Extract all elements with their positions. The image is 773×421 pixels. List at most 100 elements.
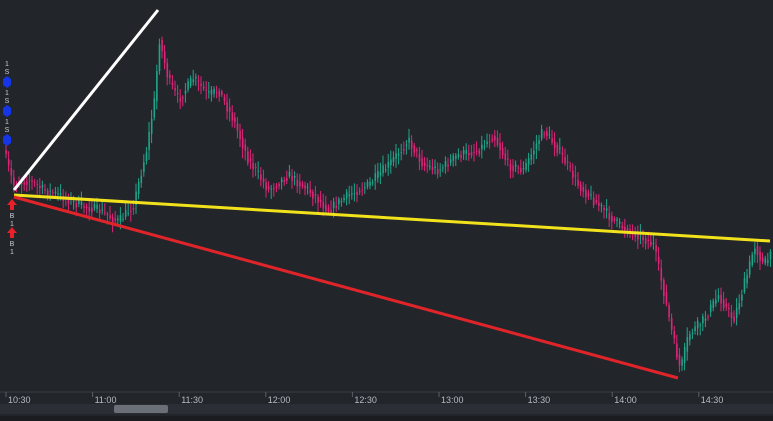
candle-body xyxy=(132,207,135,210)
candle-body xyxy=(119,215,122,222)
candle-body xyxy=(483,146,486,148)
candle-body xyxy=(429,165,431,167)
candle-body xyxy=(117,218,119,221)
candle-body xyxy=(171,82,174,86)
candle-body xyxy=(540,129,543,139)
candle-body xyxy=(452,155,455,161)
candle-body xyxy=(325,204,327,212)
candle-body xyxy=(769,251,772,260)
candle-body xyxy=(306,186,309,188)
yellow-trendline[interactable] xyxy=(13,193,771,243)
candle-body xyxy=(156,71,158,102)
candle-body xyxy=(746,274,748,284)
candle-body xyxy=(530,154,533,160)
candle-body xyxy=(67,198,70,205)
candle-body xyxy=(26,181,28,185)
candle-body xyxy=(52,192,54,194)
time-axis: 10:30 11:00 11:30 12:00 12:30 13:00 13:30 14:00… xyxy=(5,392,723,405)
candle-body xyxy=(496,137,499,145)
candle-body xyxy=(36,184,39,186)
candle-body xyxy=(28,180,31,182)
candle-body xyxy=(254,166,257,168)
candle-body xyxy=(189,78,192,86)
candle-body xyxy=(486,141,488,144)
scrollbar-thumb[interactable] xyxy=(114,405,168,413)
sell-count: 1 xyxy=(5,90,9,97)
candle-body xyxy=(585,189,587,198)
candle-body xyxy=(273,187,275,190)
candle-body xyxy=(525,162,527,170)
candle-body xyxy=(124,209,127,217)
candle-body xyxy=(535,143,538,150)
candle-body xyxy=(218,90,221,97)
scrollbar-track[interactable] xyxy=(0,404,773,414)
candle-body xyxy=(748,261,751,275)
candle-body xyxy=(652,242,655,244)
candle-body xyxy=(751,254,754,265)
candle-body xyxy=(616,219,618,221)
candle-body xyxy=(163,51,166,64)
sell-side: S xyxy=(5,98,10,105)
candle-body xyxy=(561,152,564,155)
candle-body xyxy=(353,193,356,195)
candle-body xyxy=(288,171,291,177)
candle-body xyxy=(543,133,546,135)
candle-body xyxy=(278,184,280,187)
candle-body xyxy=(358,190,361,193)
candle-body xyxy=(767,260,769,263)
candle-body xyxy=(546,131,548,137)
candle-body xyxy=(598,202,600,206)
candle-body xyxy=(101,209,104,211)
candle-body xyxy=(704,318,707,321)
candle-body xyxy=(348,194,351,197)
candle-body xyxy=(468,153,470,155)
candle-body xyxy=(434,166,436,168)
candle-body xyxy=(364,187,366,189)
candle-body xyxy=(361,189,364,191)
candle-body xyxy=(507,158,509,160)
white-trendline[interactable] xyxy=(12,9,160,191)
candle-body xyxy=(470,152,473,156)
candle-body xyxy=(239,130,241,140)
candle-body xyxy=(332,201,335,209)
candle-body xyxy=(262,178,265,182)
candle-body xyxy=(184,90,187,94)
candle-body xyxy=(187,81,189,90)
sell-count: 1 xyxy=(5,61,9,68)
candle-body xyxy=(215,92,218,94)
candle-body xyxy=(299,181,301,187)
candle-body xyxy=(366,181,369,187)
candle-body xyxy=(512,165,514,171)
candle-body xyxy=(338,199,340,205)
candle-body xyxy=(442,167,444,169)
sell-side: S xyxy=(5,127,10,134)
red-trendline[interactable] xyxy=(13,195,679,380)
candle-body xyxy=(657,256,660,264)
candle-body xyxy=(728,308,730,309)
time-label: 14:00 xyxy=(614,395,637,405)
candle-body xyxy=(488,141,491,143)
candle-body xyxy=(335,206,338,208)
sell-side: S xyxy=(5,69,10,76)
candle-body xyxy=(210,89,213,95)
candle-body xyxy=(582,187,585,192)
candle-body xyxy=(143,162,145,172)
candle-body xyxy=(566,161,569,163)
candle-body xyxy=(613,218,616,221)
candle-body xyxy=(49,190,52,192)
candle-body xyxy=(520,168,522,172)
candle-body xyxy=(683,347,686,363)
candle-body xyxy=(678,354,681,366)
candle-body xyxy=(249,158,252,162)
candle-body xyxy=(556,144,559,153)
candle-body xyxy=(20,183,23,185)
candle-body xyxy=(720,295,722,304)
candle-body xyxy=(345,191,348,199)
candle-body xyxy=(439,169,442,171)
candle-body xyxy=(377,171,379,179)
sell-marker xyxy=(3,76,11,88)
candle-body xyxy=(655,245,657,253)
candle-body xyxy=(691,333,694,335)
sell-count: 1 xyxy=(5,119,9,126)
